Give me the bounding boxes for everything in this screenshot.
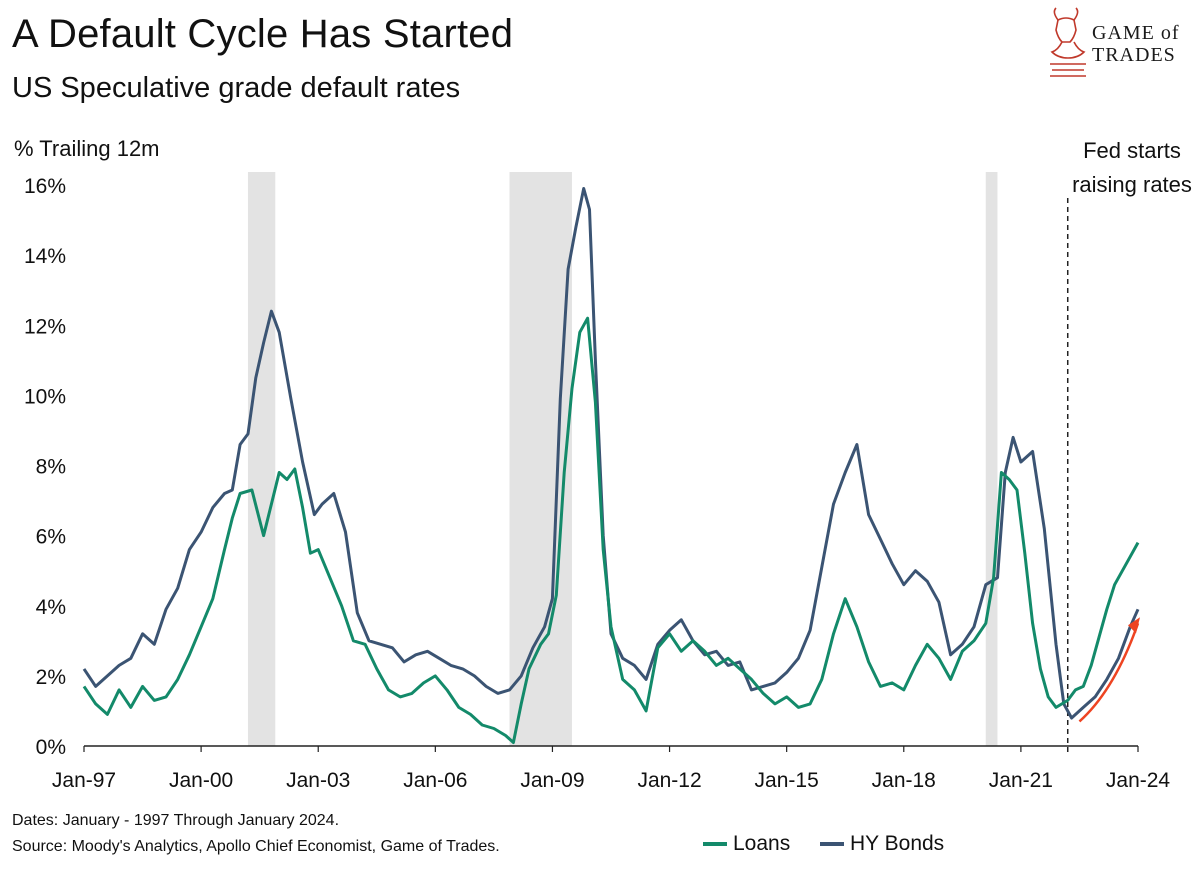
y-tick-label: 12% (24, 315, 66, 338)
x-tick-label: Jan-12 (637, 769, 701, 792)
logo-text-game: GAME of (1092, 22, 1180, 44)
recession-band-1 (247, 172, 276, 746)
rising-arrow-head (1128, 617, 1140, 634)
x-tick-label: Jan-15 (755, 769, 819, 792)
x-tick-label: Jan-24 (1106, 769, 1171, 792)
y-tick-label: 16% (24, 175, 66, 198)
legend-hy-bonds: HY Bonds (820, 832, 944, 856)
legend-hy-bonds-swatch (820, 842, 844, 846)
legend-hy-bonds-label: HY Bonds (850, 832, 945, 855)
logo-text-trades: TRADES (1092, 44, 1176, 66)
recession-band-2 (509, 172, 572, 746)
y-tick-label: 8% (36, 456, 66, 479)
x-tick-label: Jan-06 (403, 769, 467, 792)
y-tick-label: 0% (36, 736, 66, 759)
recession-band-3 (985, 172, 998, 746)
rising-arrow (1078, 622, 1140, 723)
fed-annotation-line2: raising rates (1072, 172, 1192, 197)
legend-loans-swatch (703, 842, 727, 846)
x-tick-label: Jan-97 (52, 769, 116, 792)
x-tick-label: Jan-21 (989, 769, 1053, 792)
y-tick-label: 6% (36, 526, 66, 549)
y-tick-label: 2% (36, 666, 66, 689)
footnote-dates: Dates: January - 1997 Through January 20… (12, 812, 340, 829)
footnote-source: Source: Moody's Analytics, Apollo Chief … (12, 838, 500, 855)
x-tick-label: Jan-18 (872, 769, 936, 792)
y-tick-label: 14% (24, 245, 66, 268)
chart-title: A Default Cycle Has Started (12, 12, 514, 56)
series-line-hy-bonds (82, 187, 1140, 720)
legend-loans-label: Loans (733, 832, 791, 855)
x-tick-label: Jan-09 (520, 769, 584, 792)
fed-annotation-line1: Fed starts (1083, 138, 1181, 163)
chart-subtitle: US Speculative grade default rates (12, 72, 461, 104)
y-tick-label: 4% (36, 596, 66, 619)
bull-logo-icon (1050, 7, 1086, 77)
y-tick-label: 10% (24, 385, 66, 408)
legend-loans: Loans (703, 832, 790, 856)
y-axis-label: % Trailing 12m (14, 136, 160, 161)
series-line-loans (82, 316, 1140, 744)
x-tick-label: Jan-03 (286, 769, 350, 792)
fed-annotation: Fed starts raising rates (1062, 134, 1200, 202)
x-tick-label: Jan-00 (169, 769, 233, 792)
